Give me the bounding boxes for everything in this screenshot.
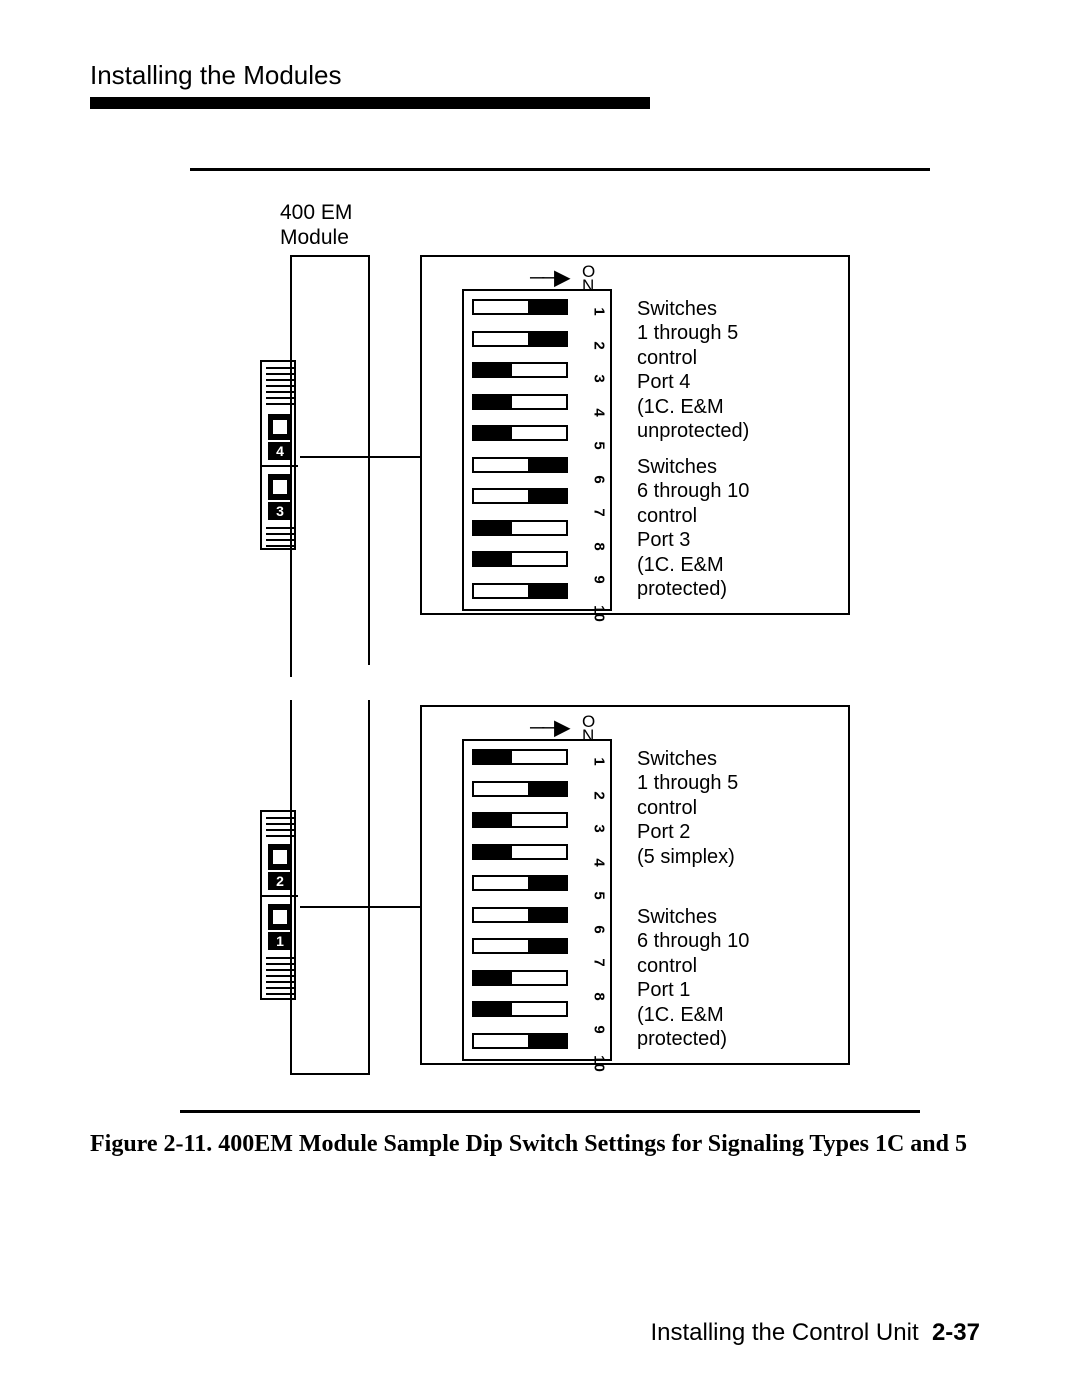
dip-frame-upper: ──▶ ON 1 2 3 4 5 6 7 8 9 10 Switche — [420, 255, 850, 615]
module-outline-lower — [290, 700, 370, 1075]
figure-diagram: 400 EM Module 4 4 — [300, 200, 860, 1090]
svg-text:3: 3 — [276, 503, 284, 519]
dip-number: 4 — [591, 851, 608, 873]
svg-text:1: 1 — [276, 933, 284, 949]
dip-number: 1 — [591, 301, 608, 323]
dip-switch-knob — [472, 1001, 512, 1017]
dip-number: 10 — [591, 602, 608, 624]
dip-number: 3 — [591, 368, 608, 390]
dip-number: 6 — [591, 468, 608, 490]
dip-number: 10 — [591, 1052, 608, 1074]
dip-number: 7 — [591, 502, 608, 524]
svg-text:4: 4 — [276, 443, 284, 459]
svg-text:2: 2 — [276, 873, 284, 889]
dip-switch-knob — [528, 488, 568, 504]
dip-number: 1 — [591, 751, 608, 773]
dip-number: 9 — [591, 569, 608, 591]
module-notch — [290, 665, 292, 677]
dip-switch-knob — [528, 1033, 568, 1049]
dip-switch-knob — [472, 812, 512, 828]
lead-line — [300, 906, 420, 908]
module-notch — [290, 700, 292, 712]
dip-number: 5 — [591, 435, 608, 457]
dip-switch-knob — [528, 331, 568, 347]
dip-upper-anno-top: Switches 1 through 5 control Port 4 (1C.… — [637, 297, 749, 443]
dip-switch-knob — [528, 907, 568, 923]
footer-text: Installing the Control Unit — [650, 1319, 918, 1346]
figure-top-rule — [190, 168, 930, 171]
dip-switch-knob — [528, 875, 568, 891]
dip-switch-knob — [472, 394, 512, 410]
dip-switch-knob — [528, 457, 568, 473]
dip-switch-knob — [528, 299, 568, 315]
page-header-title: Installing the Modules — [90, 60, 990, 91]
module-outline-upper — [290, 255, 370, 665]
dip-frame-lower: ──▶ ON 1 2 3 4 5 6 7 8 9 10 Switches 1 t… — [420, 705, 850, 1065]
module-label-line1: 400 EM — [280, 200, 352, 225]
lead-line — [300, 456, 420, 458]
dip-switch-knob — [528, 781, 568, 797]
dip-upper-anno-bot: Switches 6 through 10 control Port 3 (1C… — [637, 455, 749, 601]
port-block-lower: 2 1 — [260, 810, 296, 1000]
dip-switch-knob — [528, 938, 568, 954]
figure-bottom-rule — [180, 1110, 920, 1113]
dip-number: 5 — [591, 885, 608, 907]
dip-number: 2 — [591, 784, 608, 806]
dip-numbers-upper: 1 2 3 4 5 6 7 8 9 10 — [588, 297, 610, 638]
page-footer: Installing the Control Unit 2-37 — [650, 1319, 980, 1347]
dip-number: 6 — [591, 918, 608, 940]
dip-switch-knob — [472, 749, 512, 765]
dip-switch-knob — [472, 970, 512, 986]
dip-switch-knob — [472, 844, 512, 860]
port-block-upper: 4 4 3 — [260, 360, 296, 550]
dip-number: 9 — [591, 1019, 608, 1041]
footer-page: 2-37 — [932, 1319, 980, 1346]
on-arrow-icon: ──▶ — [530, 715, 568, 740]
dip-number: 7 — [591, 952, 608, 974]
dip-lower-anno-bot: Switches 6 through 10 control Port 1 (1C… — [637, 905, 749, 1051]
dip-switch-knob — [472, 520, 512, 536]
dip-number: 8 — [591, 985, 608, 1007]
header-rule — [90, 97, 650, 109]
dip-lower-anno-top: Switches 1 through 5 control Port 2 (5 s… — [637, 747, 738, 869]
dip-number: 2 — [591, 334, 608, 356]
dip-numbers-lower: 1 2 3 4 5 6 7 8 9 10 — [588, 747, 610, 1088]
dip-switch-knob — [472, 425, 512, 441]
dip-number: 8 — [591, 535, 608, 557]
dip-number: 4 — [591, 401, 608, 423]
dip-switch-knob — [472, 362, 512, 378]
dip-switch-knob — [528, 583, 568, 599]
figure-caption: Figure 2-11. 400EM Module Sample Dip Swi… — [90, 1128, 990, 1160]
port-glyph-upper: 4 4 3 — [262, 362, 298, 552]
dip-number: 3 — [591, 818, 608, 840]
port-glyph-lower: 2 1 — [262, 812, 298, 1002]
on-arrow-icon: ──▶ — [530, 265, 568, 290]
module-label-line2: Module — [280, 225, 352, 250]
dip-switch-knob — [472, 551, 512, 567]
module-label: 400 EM Module — [280, 200, 352, 250]
